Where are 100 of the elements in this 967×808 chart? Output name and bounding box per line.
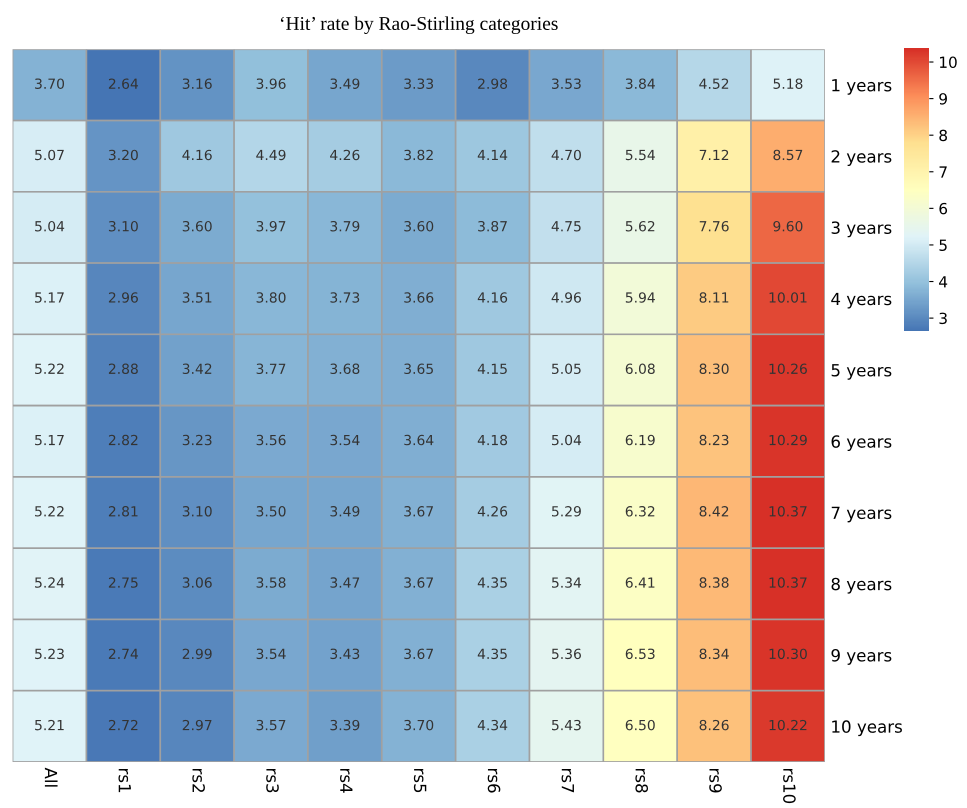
y-tick-label: 4 years [831, 292, 892, 309]
x-tick-label: rs10 [783, 769, 796, 804]
data-label: 3.79 [330, 220, 360, 232]
data-label: 5.22 [35, 506, 64, 517]
data-label: 5.54 [626, 150, 655, 160]
data-label: 3.47 [330, 577, 360, 588]
data-label: 3.06 [182, 577, 212, 588]
data-label: 2.74 [108, 648, 138, 659]
data-label: 5.43 [552, 720, 581, 730]
data-label: 5.04 [552, 434, 582, 446]
data-label: 3.77 [256, 364, 286, 374]
y-tick-label: 8 years [832, 578, 892, 594]
color-bar-label: 4 [939, 276, 948, 288]
data-label: 3.54 [330, 434, 360, 446]
data-label: 2.82 [108, 434, 138, 446]
data-label: 6.53 [626, 648, 655, 660]
data-label: 10.29 [770, 434, 807, 446]
data-label: 4.16 [182, 150, 212, 160]
data-label: 10.30 [770, 648, 807, 660]
data-label: 10.26 [770, 364, 807, 374]
color-bar-label: 5 [939, 240, 947, 251]
data-label: 3.67 [404, 577, 433, 588]
data-label: 8.38 [700, 577, 729, 588]
data-label: 5.94 [626, 292, 655, 303]
data-label: 5.29 [552, 506, 581, 517]
x-tick-label: rs2 [192, 769, 205, 792]
color-bar-label: 10 [940, 56, 957, 68]
x-tick-label: rs8 [635, 769, 648, 792]
data-label: 5.17 [35, 434, 64, 446]
data-label: 5.22 [35, 364, 64, 374]
data-label: 10.22 [770, 720, 806, 730]
data-label: 3.66 [404, 292, 434, 303]
y-tick-label: 3 years [832, 221, 892, 238]
y-tick-label: 6 years [832, 435, 892, 452]
data-label: 3.70 [35, 78, 64, 89]
data-label: 3.42 [182, 364, 212, 374]
x-tick-label: rs6 [488, 769, 500, 793]
data-label: 10.01 [770, 292, 807, 303]
data-label: 3.68 [330, 364, 360, 374]
data-label: 2.88 [108, 364, 138, 374]
data-label: 3.87 [478, 220, 507, 232]
data-label: 5.23 [35, 648, 64, 660]
data-label: 3.51 [182, 292, 212, 303]
data-label: 2.97 [182, 720, 212, 730]
y-tick-label: 7 years [832, 506, 892, 522]
data-label: 8.30 [700, 364, 729, 374]
data-label: 5.34 [552, 577, 582, 588]
data-label: 8.57 [773, 150, 802, 160]
data-label: 5.24 [35, 577, 64, 588]
color-bar-label: 7 [940, 166, 947, 178]
data-label: 3.67 [404, 648, 433, 660]
data-label: 3.20 [108, 150, 138, 160]
data-label: 2.75 [108, 577, 138, 588]
data-label: 5.36 [552, 648, 581, 660]
x-tick-label: rs5 [414, 769, 426, 792]
data-label: 5.04 [35, 220, 64, 232]
y-tick-label: 9 years [831, 649, 892, 665]
data-label: 2.72 [108, 720, 138, 730]
data-label: 3.43 [330, 648, 360, 660]
data-label: 2.81 [108, 506, 138, 517]
y-tick-label: 1 years [832, 79, 892, 95]
data-label: 6.41 [626, 577, 654, 588]
data-label: 5.21 [35, 720, 64, 730]
data-label: 3.56 [256, 434, 286, 446]
data-label: 3.97 [256, 220, 286, 232]
data-label: 3.23 [182, 434, 212, 446]
data-label: 2.64 [108, 78, 138, 89]
data-label: 3.84 [626, 78, 655, 89]
data-label: 2.96 [108, 292, 138, 303]
data-label: 4.15 [478, 364, 507, 374]
data-label: 4.26 [478, 506, 508, 517]
data-label: 3.64 [404, 434, 434, 446]
data-label: 8.23 [700, 434, 728, 446]
color-bar-label: 6 [939, 202, 948, 214]
data-label: 4.34 [478, 720, 508, 730]
data-label: 4.49 [256, 150, 286, 160]
data-label: 4.35 [478, 577, 507, 588]
y-tick-label: 10 years [832, 720, 902, 736]
data-label: 5.18 [774, 78, 802, 89]
data-label: 8.11 [700, 292, 728, 303]
data-label: 3.53 [552, 78, 581, 89]
data-label: 3.80 [256, 292, 286, 303]
data-label: 3.70 [404, 720, 434, 730]
data-label: 3.16 [182, 78, 212, 89]
data-label: 2.98 [478, 78, 508, 89]
data-label: 4.52 [699, 78, 728, 89]
data-label: 6.32 [626, 506, 654, 517]
data-label: 10.37 [770, 577, 807, 588]
x-tick-label: rs1 [118, 769, 131, 792]
data-label: 3.57 [256, 720, 286, 730]
data-label: 3.33 [404, 78, 434, 89]
data-label: 7.12 [700, 150, 728, 160]
data-label: 3.67 [404, 506, 433, 517]
data-label: 9.60 [773, 220, 802, 232]
data-label: 4.26 [330, 150, 360, 160]
data-label: 6.50 [626, 720, 655, 730]
data-label: 3.49 [330, 78, 360, 89]
data-label: 4.96 [552, 292, 581, 303]
data-label: 5.62 [626, 220, 654, 232]
data-label: 6.19 [626, 434, 655, 446]
